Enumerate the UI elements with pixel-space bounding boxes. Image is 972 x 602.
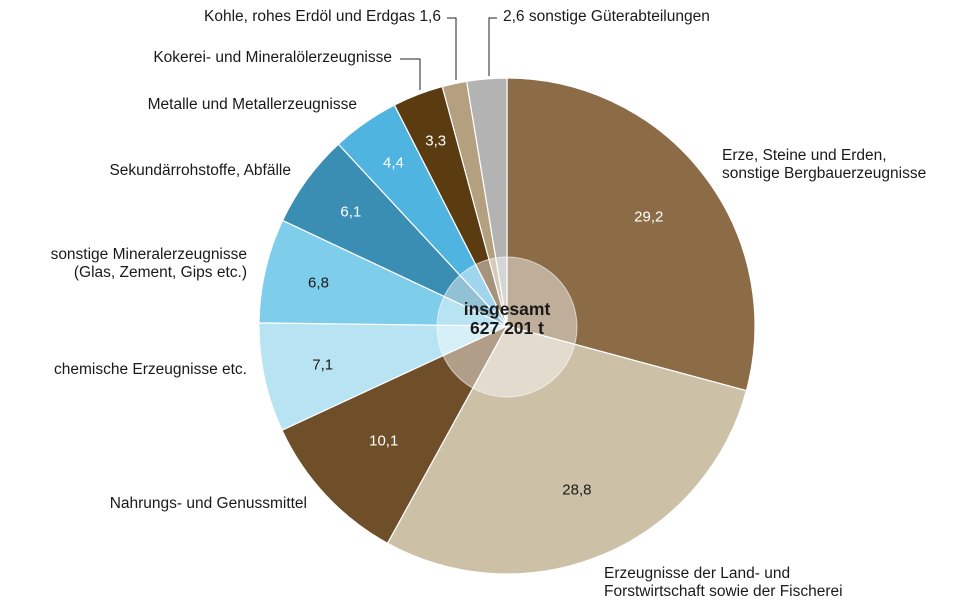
center-label: insgesamt 627 201 t bbox=[463, 299, 551, 338]
category-label: Erze, Steine und Erden, sonstige Bergbau… bbox=[722, 147, 927, 182]
value-label: 2,6 bbox=[503, 8, 525, 25]
pie-slice bbox=[506, 77, 756, 392]
category-label: Metalle und Metallerzeugnisse bbox=[147, 96, 357, 113]
category-label: Kokerei- und Mineralölerzeugnisse bbox=[153, 49, 392, 66]
leader-line bbox=[447, 17, 457, 80]
value-label: 10,1 bbox=[369, 432, 399, 450]
value-label: 7,1 bbox=[312, 356, 334, 374]
slice-label: Kohle, rohes Erdöl und Erdgas 1,6 bbox=[204, 8, 441, 26]
category-label: Sekundärrohstoffe, Abfälle bbox=[109, 162, 291, 179]
category-label: Kohle, rohes Erdöl und Erdgas bbox=[204, 8, 416, 25]
value-label: 1,6 bbox=[419, 8, 441, 25]
category-label: sonstige Güterabteilungen bbox=[528, 8, 710, 25]
pie-slice bbox=[258, 219, 508, 327]
value-label: 6,1 bbox=[340, 203, 362, 221]
category-label: Nahrungs- und Genussmittel bbox=[109, 495, 307, 512]
category-label: chemische Erzeugnisse etc. bbox=[54, 361, 247, 378]
pie-slice bbox=[281, 324, 509, 545]
pie-slice bbox=[465, 77, 508, 327]
value-label: 3,3 bbox=[425, 132, 447, 150]
category-label: sonstige Mineralerzeugnisse (Glas, Zemen… bbox=[50, 246, 247, 281]
slice-label: 2,6 sonstige Güterabteilungen bbox=[503, 8, 710, 26]
value-label: 29,2 bbox=[634, 208, 664, 226]
value-label: 6,8 bbox=[308, 274, 329, 292]
leader-line bbox=[488, 17, 497, 76]
category-label: Erzeugnisse der Land- und Forstwirtschaf… bbox=[604, 565, 843, 600]
leader-line bbox=[400, 58, 421, 90]
pie-slice bbox=[258, 322, 508, 431]
pie-slice bbox=[386, 325, 748, 575]
center-circle bbox=[436, 256, 578, 398]
value-label: 4,4 bbox=[382, 154, 404, 172]
value-label: 28,8 bbox=[562, 481, 592, 499]
